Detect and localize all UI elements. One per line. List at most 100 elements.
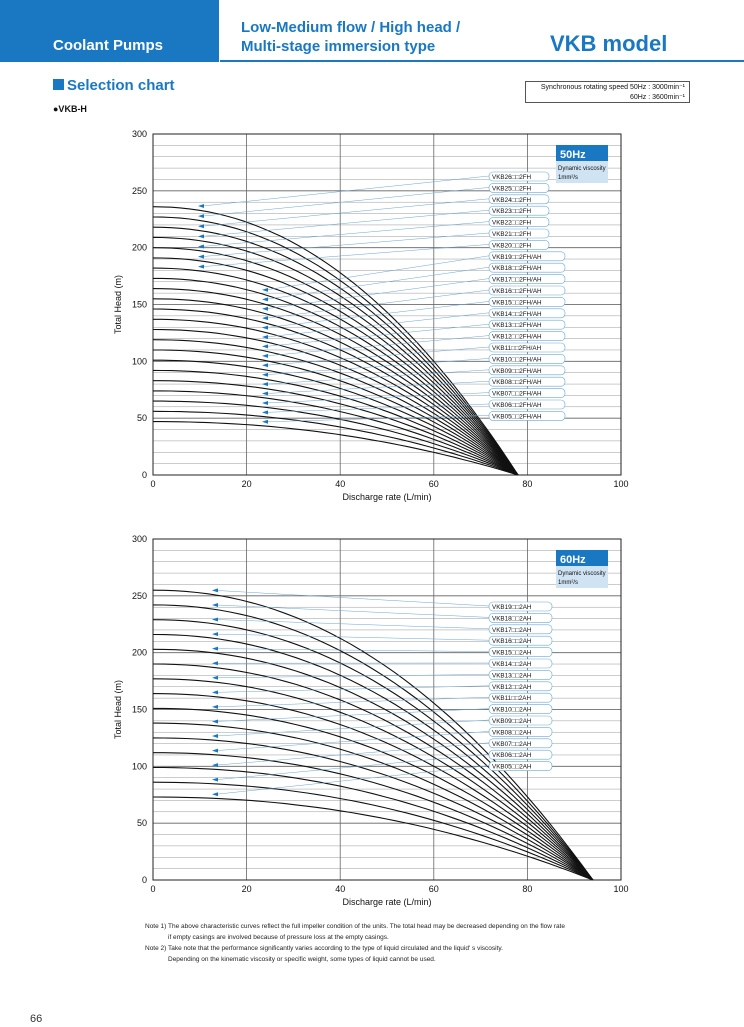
curve-line — [153, 766, 594, 881]
series-label: VKB07□□2AH — [492, 741, 532, 748]
leader-arrow — [212, 792, 218, 797]
leader-arrow — [212, 719, 218, 724]
plot-frame — [152, 538, 622, 881]
leader-arrow — [262, 410, 268, 415]
model-title: VKB model — [550, 31, 668, 56]
header-subtitle-line2: Multi-stage immersion type — [241, 38, 436, 55]
leader-arrow — [262, 391, 268, 396]
leader-arrow — [212, 734, 218, 739]
viscosity-unit: 1mm²/s — [558, 175, 578, 181]
leader-line — [201, 175, 490, 207]
y-tick-label: 300 — [132, 534, 147, 544]
leader-line — [215, 696, 490, 708]
series-label-box — [488, 285, 566, 296]
curve-line — [152, 288, 519, 476]
x-tick-label: 100 — [613, 479, 628, 489]
curve-line — [152, 369, 519, 476]
curve-line — [153, 318, 519, 476]
series-label-box — [488, 194, 550, 205]
leader-line — [265, 323, 490, 347]
y-axis-label: Total Head (m) — [113, 680, 123, 739]
y-tick-label: 300 — [132, 129, 147, 139]
leader-line — [215, 590, 490, 607]
series-label: VKB14□□2FH/AH — [492, 311, 542, 318]
series-label-box — [488, 601, 553, 612]
leader-line — [215, 719, 490, 737]
leader-arrow — [262, 419, 268, 424]
series-label-box — [488, 681, 553, 692]
square-bullet-icon — [53, 79, 64, 90]
leader-arrow — [262, 372, 268, 377]
frequency-badge — [556, 145, 608, 161]
x-tick-label: 0 — [150, 479, 155, 489]
viscosity-label: Dynamic viscosity — [558, 571, 606, 577]
series-label: VKB18□□2FH/AH — [492, 265, 542, 272]
curve-line — [152, 216, 519, 476]
leader-line — [265, 289, 490, 319]
curve-line — [152, 633, 594, 881]
leader-arrow — [212, 777, 218, 782]
series-label: VKB19□□2AH — [492, 604, 532, 611]
leader-arrow — [198, 244, 204, 249]
page-number: 66 — [30, 1013, 43, 1025]
leader-line — [265, 392, 490, 404]
curve-line — [152, 589, 594, 881]
leader-arrow — [262, 325, 268, 330]
series-label: VKB11□□2AH — [492, 695, 531, 702]
leader-arrow — [262, 353, 268, 358]
curve-line — [153, 390, 519, 476]
y-tick-label: 250 — [132, 186, 147, 196]
header-subtitle-line1: Low-Medium flow / High head / — [241, 19, 461, 36]
leader-line — [215, 731, 490, 751]
series-label-box — [488, 205, 550, 216]
series-label: VKB06□□2AH — [492, 752, 532, 759]
series-label-box — [488, 635, 553, 646]
leader-line — [265, 415, 490, 423]
series-label: VKB16□□2FH/AH — [492, 288, 542, 295]
series-label-box — [488, 738, 553, 749]
curve-line — [152, 648, 594, 881]
series-label-box — [488, 749, 553, 760]
series-label-box — [488, 319, 566, 330]
series-label-box — [488, 411, 566, 421]
leader-line — [215, 674, 490, 679]
viscosity-box — [556, 161, 608, 183]
leader-line — [201, 209, 490, 237]
curve-line — [152, 781, 594, 881]
x-axis-label: Discharge rate (L/min) — [342, 897, 431, 907]
series-label-box — [488, 171, 550, 182]
curve-line — [153, 752, 594, 881]
series-label: VKB09□□2FH/AH — [492, 368, 542, 375]
series-label-box — [488, 354, 566, 364]
leader-line — [215, 708, 490, 722]
series-label: VKB05□□2AH — [492, 764, 532, 771]
header-band — [220, 0, 744, 62]
viscosity-unit: 1mm²/s — [558, 580, 578, 586]
curve-line — [152, 410, 519, 476]
y-tick-label: 0 — [142, 470, 147, 480]
leader-line — [265, 403, 490, 413]
curve-line — [152, 678, 594, 881]
frequency-label: 50Hz — [560, 149, 586, 161]
series-label: VKB13□□2FH/AH — [492, 322, 542, 329]
variant-label: ●VKB-H — [53, 104, 87, 114]
y-tick-label: 200 — [132, 648, 147, 658]
curve-line — [152, 247, 519, 476]
speed-box: Synchronous rotating speed 50Hz : 3000mi… — [525, 81, 690, 103]
leader-arrow — [212, 646, 218, 651]
leader-line — [215, 648, 490, 652]
series-label: VKB15□□2FH/AH — [492, 299, 542, 306]
curve-line — [152, 604, 594, 881]
leader-line — [265, 255, 490, 291]
leader-arrow — [198, 224, 204, 229]
leader-line — [215, 619, 490, 630]
leader-arrow — [212, 661, 218, 666]
x-tick-label: 100 — [613, 884, 628, 894]
series-label: VKB11□□2FH/AH — [492, 345, 542, 352]
curve-line — [153, 277, 519, 476]
leader-arrow — [262, 382, 268, 387]
leader-line — [265, 346, 490, 366]
leader-line — [201, 221, 490, 247]
leader-line — [215, 633, 490, 641]
series-label-box — [488, 399, 566, 410]
